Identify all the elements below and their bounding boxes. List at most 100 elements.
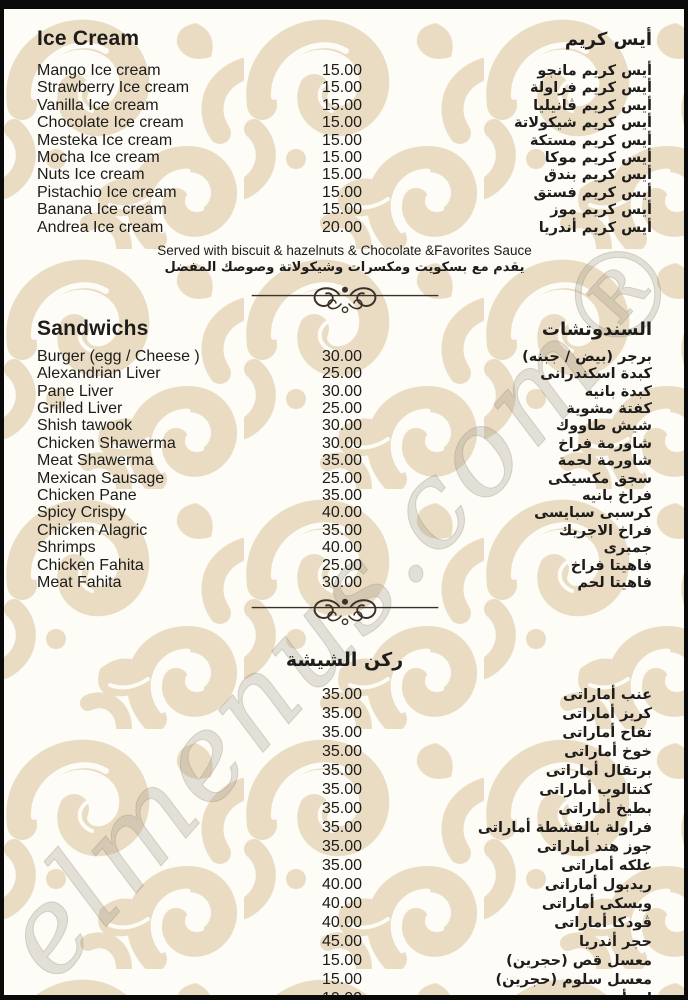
item-price: 15.00 — [321, 79, 363, 97]
item-price: 30.00 — [321, 417, 363, 435]
item-price: 40.00 — [321, 914, 363, 932]
item-name-ar: فراخ بانيه — [581, 488, 652, 505]
section-divider-ornament — [37, 284, 652, 316]
ice-cream-title-en: Ice Cream — [37, 27, 140, 50]
item-price: 40.00 — [321, 895, 363, 913]
item-price: 35.00 — [321, 724, 363, 742]
menu-item-row: Mango Ice cream 15.00 أيس كريم مانجو — [37, 62, 652, 79]
menu-item-row: Chicken Pane 35.00 فراخ بانيه — [37, 487, 652, 504]
section-divider-ornament — [37, 596, 652, 628]
menu-item-row: Burger (egg / Cheese ) 30.00 برجر (بيض / ج… — [37, 348, 652, 365]
ice-cream-header: Ice Cream أيس كريم — [37, 27, 652, 53]
item-price: 35.00 — [321, 781, 363, 799]
item-name-ar: أيس كريم فستق — [533, 184, 652, 201]
menu-item-row: Meat Fahita 30.00 فاهيتا لحم — [37, 574, 652, 591]
sandwiches-header: Sandwichs السندوتشات — [37, 317, 652, 343]
item-price: 35.00 — [321, 743, 363, 761]
menu-item-row: 35.00 برتقال أماراتى — [37, 762, 652, 781]
item-name-ar: تفاح أماراتى — [562, 725, 652, 742]
item-price: 30.00 — [321, 573, 363, 591]
item-name-ar: أيس كريم موز — [550, 202, 652, 219]
item-name-en: Pistachio Ice cream — [37, 183, 177, 201]
item-name-ar: أيس كريم مانجو — [537, 63, 652, 79]
item-name-ar: جوز هند أماراتى — [536, 839, 652, 856]
menu-item-row: Chocolate Ice cream 15.00 أيس كريم شيكولات… — [37, 114, 652, 131]
menu-item-row: 40.00 ريدبول أماراتى — [37, 876, 652, 895]
item-name-en: Chicken Alagric — [37, 521, 148, 539]
item-name-ar: كنتالوب أماراتى — [539, 782, 652, 799]
item-price: 15.00 — [321, 62, 363, 79]
item-price: 40.00 — [321, 504, 363, 522]
item-name-en: Chicken Shawerma — [37, 434, 176, 452]
item-name-en: Nuts Ice cream — [37, 166, 145, 184]
menu-item-row: 35.00 جوز هند أماراتى — [37, 838, 652, 857]
section-shisha: ركن الشيشة 35.00 عنب أماراتى 35.00 كريز أما… — [37, 649, 652, 1000]
menu-item-row: 35.00 كنتالوب أماراتى — [37, 781, 652, 800]
item-name-en: Pane Liver — [37, 382, 114, 400]
item-name-ar: أيس كريم مستكة — [529, 132, 652, 149]
item-name-en: Mexican Sausage — [37, 469, 165, 487]
item-price: 15.00 — [321, 201, 363, 219]
menu-item-row: Nuts Ice cream 15.00 أيس كريم بندق — [37, 166, 652, 183]
item-name-en: Vanilla Ice cream — [37, 96, 159, 114]
item-name-en: Shish tawook — [37, 417, 133, 435]
item-price: 15.00 — [321, 971, 363, 989]
item-name-ar: برتقال أماراتى — [545, 763, 652, 780]
item-price: 30.00 — [321, 434, 363, 452]
item-name-ar: علكه أماراتى — [561, 858, 652, 875]
item-name-ar: أيس كريم شيكولاتة — [513, 115, 652, 132]
item-price: 25.00 — [321, 400, 363, 418]
item-name-ar: حجر أندريا — [579, 934, 652, 951]
menu-item-row: Pane Liver 30.00 كبدة بانيه — [37, 383, 652, 400]
item-name-ar: أيس كريم موكا — [544, 149, 652, 166]
item-name-ar: خوخ أماراتى — [564, 744, 652, 761]
item-name-en: Burger (egg / Cheese ) — [37, 347, 200, 365]
item-price: 35.00 — [321, 487, 363, 505]
item-name-en: Mesteka Ice cream — [37, 131, 173, 149]
menu-item-row: Meat Shawerma 35.00 شاورمة لحمة — [37, 452, 652, 469]
item-name-en: Banana Ice cream — [37, 201, 167, 219]
item-price: 45.00 — [321, 933, 363, 951]
item-price: 25.00 — [321, 469, 363, 487]
item-name-ar: ڤودكا أماراتى — [554, 915, 652, 932]
menu-item-row: Spicy Crispy 40.00 كرسبى سبايسى — [37, 504, 652, 521]
item-price: 35.00 — [321, 800, 363, 818]
menu-item-row: 35.00 تفاح أماراتى — [37, 724, 652, 743]
menu-item-row: Mocha Ice cream 15.00 أيس كريم موكا — [37, 149, 652, 166]
item-name-ar: كبدة بانيه — [584, 383, 652, 400]
menu-item-row: Alexandrian Liver 25.00 كبدة اسكندرانى — [37, 365, 652, 382]
shisha-items: 35.00 عنب أماراتى 35.00 كريز أماراتى 35.00 تف… — [37, 686, 652, 1000]
sandwiches-title-ar: السندوتشات — [541, 318, 652, 340]
item-name-en: Shrimps — [37, 539, 96, 557]
item-name-en: Chocolate Ice cream — [37, 114, 184, 132]
item-name-en: Chicken Pane — [37, 487, 137, 505]
menu-item-row: 35.00 كريز أماراتى — [37, 705, 652, 724]
item-price: 35.00 — [321, 686, 363, 704]
item-name-ar: معسل سلوم (حجرين) — [495, 972, 652, 989]
item-name-ar: فراخ الاجريك — [558, 522, 652, 539]
item-name-ar: كفتة مشوية — [566, 401, 652, 418]
item-price: 15.00 — [321, 183, 363, 201]
item-price: 40.00 — [321, 539, 363, 557]
item-name-ar: جمبرى — [603, 540, 652, 557]
item-price: 35.00 — [321, 452, 363, 470]
menu-item-row: Grilled Liver 25.00 كفتة مشوية — [37, 400, 652, 417]
section-ice-cream: Ice Cream أيس كريم Mango Ice cream 15.00 أ… — [37, 27, 652, 316]
menu-item-row: Chicken Shawerma 30.00 شاورمة فراخ — [37, 435, 652, 452]
sandwiches-title-en: Sandwichs — [37, 316, 149, 340]
item-name-ar: شاورمة لحمة — [557, 453, 652, 470]
item-name-ar: كرسبى سبايسى — [534, 505, 652, 522]
item-name-ar: شيش طاووك — [555, 418, 652, 435]
ice-cream-note-ar: يقدم مع بسكويت ومكسرات وشيكولاتة وصوصك ا… — [164, 259, 525, 275]
item-price: 35.00 — [321, 857, 363, 875]
menu-item-row: Pistachio Ice cream 15.00 أيس كريم فستق — [37, 184, 652, 201]
menu-item-row: 40.00 ڤودكا أماراتى — [37, 914, 652, 933]
item-price: 10.00 — [321, 990, 363, 1000]
item-price: 15.00 — [321, 166, 363, 184]
item-price: 15.00 — [321, 952, 363, 970]
item-name-ar: سجق مكسيكى — [547, 470, 652, 487]
menu-item-row: Chicken Fahita 25.00 فاهيتا فراخ — [37, 557, 652, 574]
item-name-ar: كبدة اسكندرانى — [540, 366, 652, 383]
item-name-ar: أيس كريم فراولة — [529, 80, 652, 97]
item-price: 15.00 — [321, 96, 363, 114]
